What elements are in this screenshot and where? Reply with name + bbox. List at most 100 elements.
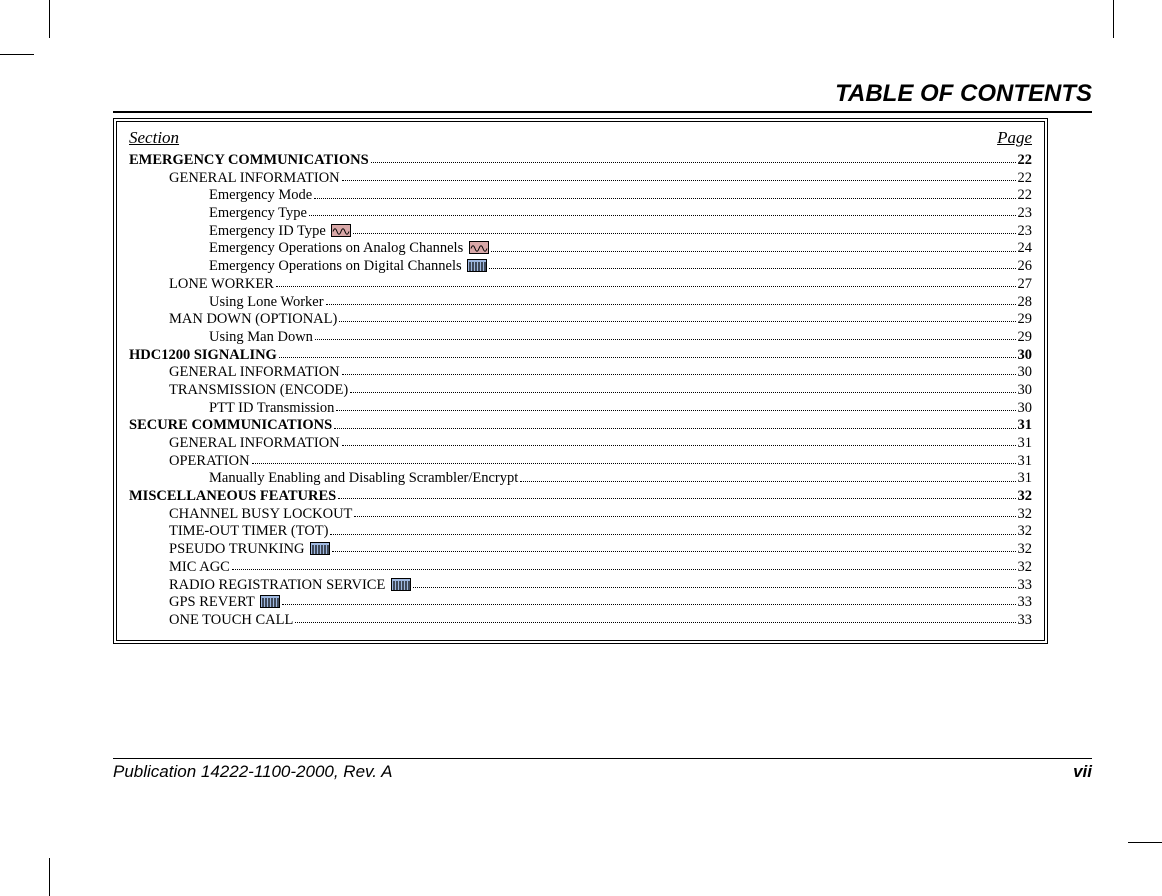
toc-leader-dots [334, 420, 1015, 429]
toc-entry-page: 30 [1018, 364, 1033, 382]
toc-leader-dots [342, 367, 1016, 376]
toc-entry-page: 26 [1018, 258, 1033, 276]
toc-leader-dots [332, 544, 1015, 553]
document-page: TABLE OF CONTENTS Section Page EMERGENCY… [0, 0, 1162, 896]
toc-leader-dots [491, 243, 1016, 252]
toc-entry: Using Lone Worker 28 [209, 294, 1032, 312]
toc-entry-page: 29 [1018, 329, 1033, 347]
toc-entry-page: 32 [1018, 488, 1033, 506]
toc-entry-label: TRANSMISSION (ENCODE) [169, 382, 348, 400]
toc-entry: Emergency ID Type 23 [209, 223, 1032, 241]
toc-entry: Emergency Operations on Analog Channels … [209, 240, 1032, 258]
toc-entry: Manually Enabling and Disabling Scramble… [209, 470, 1032, 488]
toc-leader-dots [315, 331, 1016, 340]
toc-entry-label: Manually Enabling and Disabling Scramble… [209, 470, 518, 488]
toc-entry: GENERAL INFORMATION 30 [169, 364, 1032, 382]
toc-leader-dots [342, 438, 1016, 447]
toc-leader-dots [489, 261, 1015, 270]
digital-channel-icon [467, 259, 487, 272]
toc-entry-page: 22 [1018, 152, 1033, 170]
toc-entry: EMERGENCY COMMUNICATIONS 22 [129, 152, 1032, 170]
toc-leader-dots [282, 597, 1015, 606]
toc-entry: PSEUDO TRUNKING 32 [169, 541, 1032, 559]
toc-entry-page: 31 [1018, 435, 1033, 453]
publication-label: Publication 14222-1100-2000, Rev. A [113, 762, 392, 782]
toc-leader-dots [342, 172, 1016, 181]
toc-leader-dots [295, 614, 1015, 623]
toc-entry-page: 32 [1018, 541, 1033, 559]
toc-leader-dots [413, 579, 1016, 588]
toc-leader-dots [279, 349, 1016, 358]
toc-entry-label: GENERAL INFORMATION [169, 170, 340, 188]
toc-leader-dots [326, 296, 1016, 305]
toc-leader-dots [354, 508, 1015, 517]
toc-entry-label: ONE TOUCH CALL [169, 612, 293, 630]
toc-leader-dots [350, 384, 1015, 393]
toc-entry: GPS REVERT 33 [169, 594, 1032, 612]
toc-entry-label: Emergency Operations on Analog Channels [209, 240, 489, 258]
toc-frame: Section Page EMERGENCY COMMUNICATIONS 22… [113, 118, 1048, 644]
toc-entry: CHANNEL BUSY LOCKOUT 32 [169, 506, 1032, 524]
toc-entry-page: 29 [1018, 311, 1033, 329]
page-column-header: Page [997, 128, 1032, 148]
toc-entry-label: Emergency Operations on Digital Channels [209, 258, 487, 276]
toc-entry-page: 31 [1018, 453, 1033, 471]
toc-leader-dots [232, 561, 1016, 570]
toc-entry-label: SECURE COMMUNICATIONS [129, 417, 332, 435]
toc-frame-inner: Section Page EMERGENCY COMMUNICATIONS 22… [116, 121, 1045, 641]
toc-entry-label: TIME-OUT TIMER (TOT) [169, 523, 328, 541]
toc-entry-page: 31 [1018, 470, 1033, 488]
toc-entry-label: LONE WORKER [169, 276, 274, 294]
toc-leader-dots [336, 402, 1015, 411]
toc-entry-label: Using Lone Worker [209, 294, 324, 312]
toc-entry: LONE WORKER 27 [169, 276, 1032, 294]
toc-entry-label: GPS REVERT [169, 594, 280, 612]
toc-entry-page: 33 [1018, 594, 1033, 612]
toc-entry-label: RADIO REGISTRATION SERVICE [169, 577, 411, 595]
toc-entry-page: 22 [1018, 187, 1033, 205]
toc-entry-label: Emergency Type [209, 205, 307, 223]
toc-entry-page: 32 [1018, 559, 1033, 577]
toc-leader-dots [309, 208, 1016, 217]
page-title: TABLE OF CONTENTS [113, 80, 1092, 113]
crop-mark [49, 0, 50, 38]
toc-entry-page: 33 [1018, 612, 1033, 630]
crop-mark [1128, 842, 1162, 843]
digital-channel-icon [310, 542, 330, 555]
toc-entry-page: 24 [1018, 240, 1033, 258]
toc-entry-page: 27 [1018, 276, 1033, 294]
digital-channel-icon [260, 595, 280, 608]
crop-mark [0, 54, 34, 55]
toc-leader-dots [314, 190, 1015, 199]
toc-entry-label: EMERGENCY COMMUNICATIONS [129, 152, 369, 170]
toc-column-headers: Section Page [129, 128, 1032, 148]
toc-leader-dots [338, 491, 1015, 500]
toc-entry: OPERATION 31 [169, 453, 1032, 471]
toc-entry: Emergency Mode 22 [209, 187, 1032, 205]
toc-entry-page: 31 [1018, 417, 1033, 435]
footer: Publication 14222-1100-2000, Rev. A vii [113, 758, 1092, 782]
toc-entry: TIME-OUT TIMER (TOT) 32 [169, 523, 1032, 541]
toc-entry: ONE TOUCH CALL 33 [169, 612, 1032, 630]
toc-leader-dots [339, 314, 1015, 323]
toc-entry: HDC1200 SIGNALING 30 [129, 347, 1032, 365]
toc-leader-dots [276, 278, 1016, 287]
toc-entry-label: GENERAL INFORMATION [169, 364, 340, 382]
toc-entry-page: 22 [1018, 170, 1033, 188]
toc-entry-label: Using Man Down [209, 329, 313, 347]
toc-entry-label: PTT ID Transmission [209, 400, 334, 418]
toc-entry: RADIO REGISTRATION SERVICE 33 [169, 577, 1032, 595]
toc-entry-label: Emergency Mode [209, 187, 312, 205]
section-column-header: Section [129, 128, 179, 148]
toc-entry: MIC AGC 32 [169, 559, 1032, 577]
analog-channel-icon [331, 224, 351, 237]
toc-leader-dots [371, 155, 1016, 164]
toc-entry: Using Man Down 29 [209, 329, 1032, 347]
toc-entry: GENERAL INFORMATION 31 [169, 435, 1032, 453]
toc-entry-label: PSEUDO TRUNKING [169, 541, 330, 559]
toc-entry: GENERAL INFORMATION 22 [169, 170, 1032, 188]
toc-entry-page: 32 [1018, 506, 1033, 524]
footer-page-number: vii [1073, 762, 1092, 782]
toc-entry-label: MAN DOWN (OPTIONAL) [169, 311, 337, 329]
toc-entry-page: 28 [1018, 294, 1033, 312]
